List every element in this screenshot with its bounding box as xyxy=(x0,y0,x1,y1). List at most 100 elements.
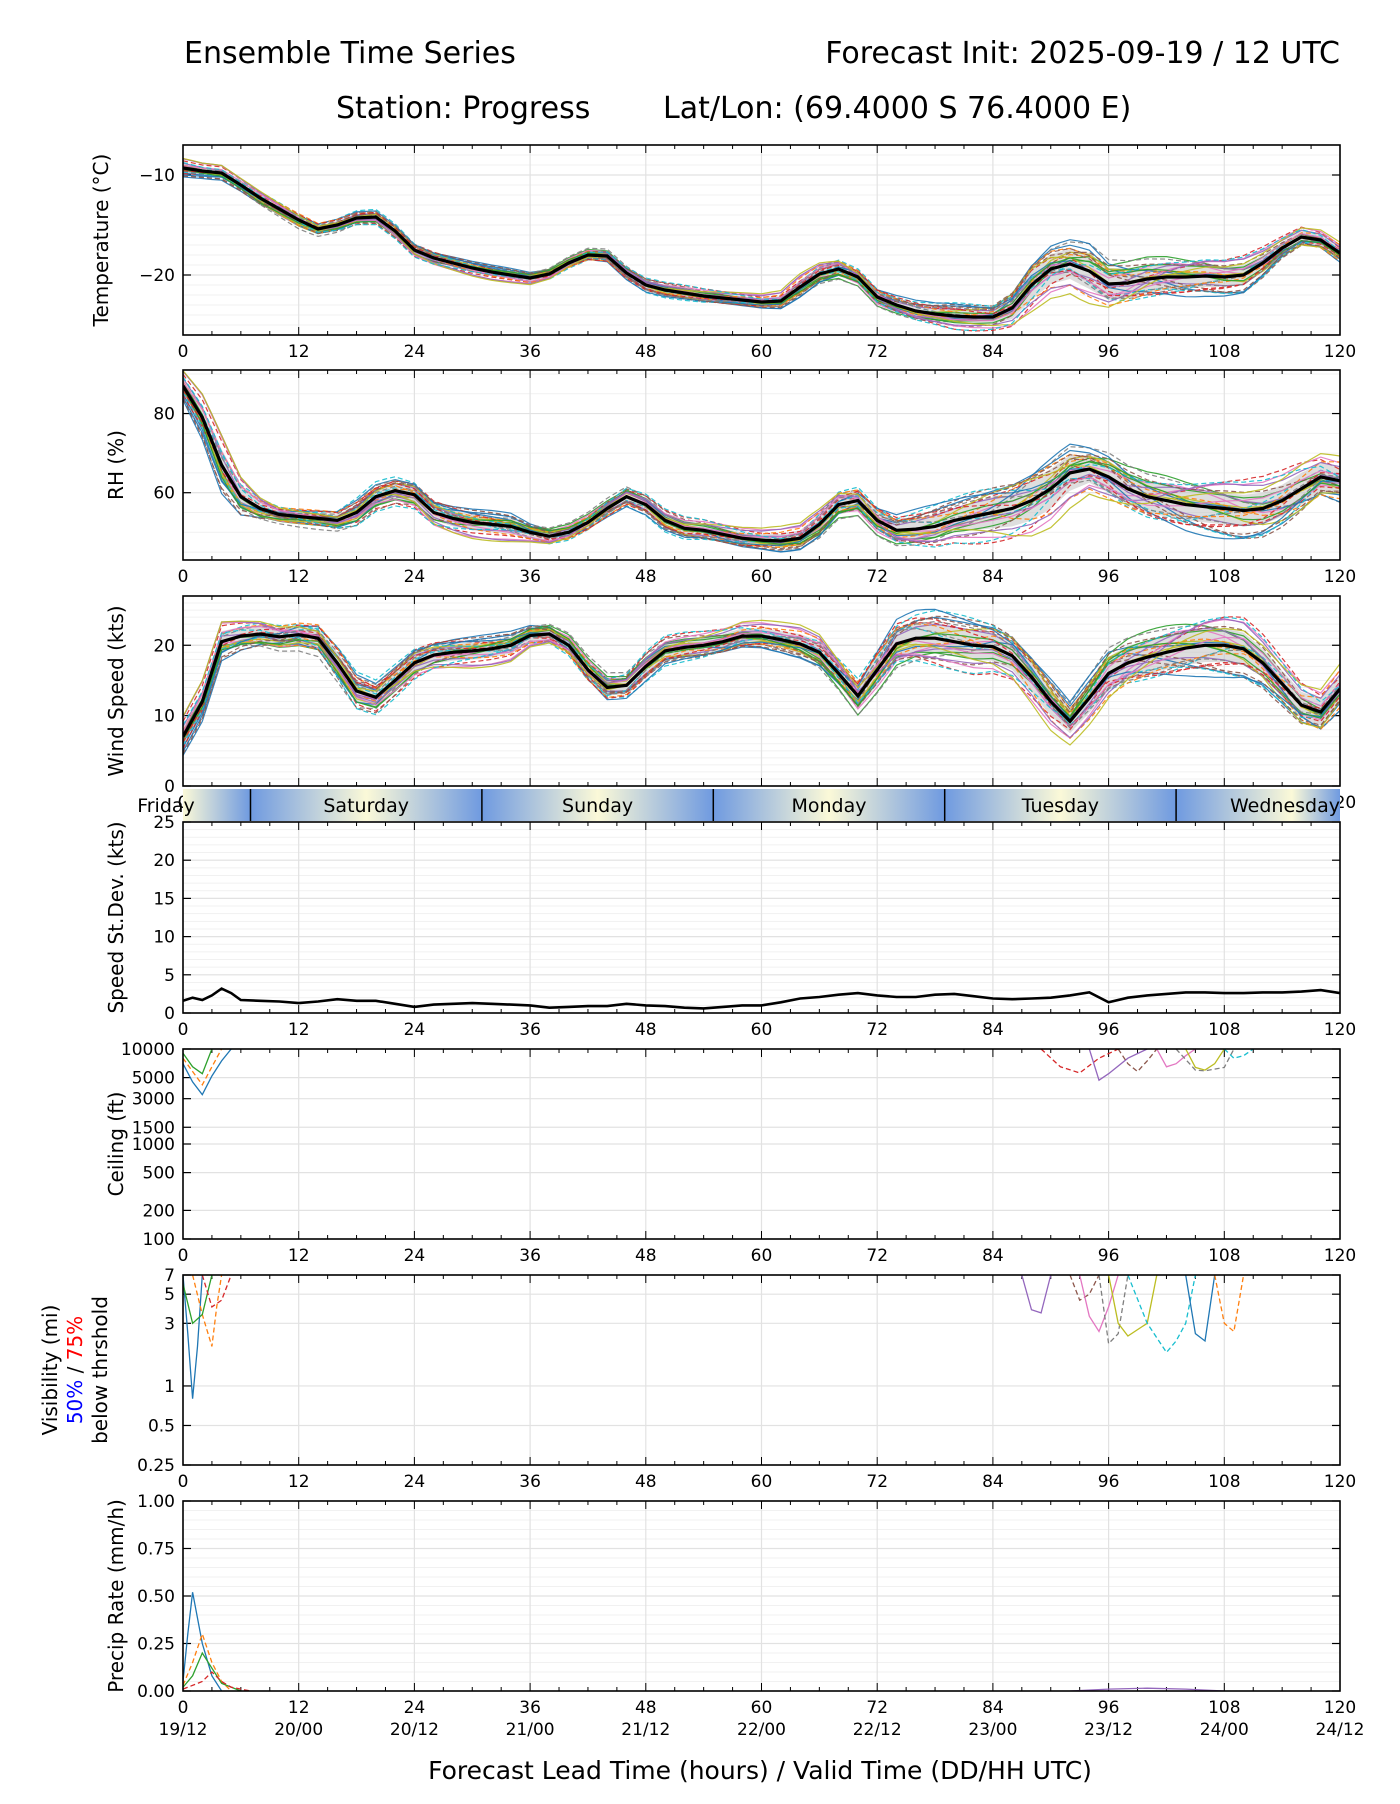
ceiling-y-tick-label: 3000 xyxy=(132,1090,175,1110)
speed_stdev-x-tick-label: 0 xyxy=(178,1020,189,1040)
visibility-panel: 75 3 1 0.5 0.250 12 24 36 48 60 72 84 96 108 120 Visibi… xyxy=(38,1266,1356,1492)
visibility-x-tick-label: 96 xyxy=(1098,1472,1120,1492)
ceiling-plot-area xyxy=(183,1049,1254,1096)
p75-legend: 75% xyxy=(63,1316,87,1360)
temperature-frame xyxy=(182,144,1341,336)
rh-member-line xyxy=(183,371,1340,544)
temperature-x-tick-label: 72 xyxy=(866,342,888,362)
ceiling-y-tick-label: 5000 xyxy=(132,1069,175,1089)
precip-x-tick-label: 48 xyxy=(635,1698,657,1718)
wind-panel: 0102001224364860728496108120Wind Speed (… xyxy=(104,595,1356,813)
ceiling-y-tick-label: 1000 xyxy=(132,1135,175,1155)
temperature-x-tick-label: 0 xyxy=(178,342,189,362)
valid-time-label: 21/12 xyxy=(621,1720,670,1740)
precip-x-tick-label: 60 xyxy=(751,1698,773,1718)
wind-frame xyxy=(182,595,1341,787)
valid-time-label: 23/12 xyxy=(1084,1720,1133,1740)
visibility-y-tick-label: 0.5 xyxy=(148,1416,175,1436)
rh-y-tick-label: 60 xyxy=(153,484,175,504)
rh-x-tick-label: 120 xyxy=(1324,567,1356,587)
precip-x-tick-label: 72 xyxy=(866,1698,888,1718)
temperature-x-tick-label: 24 xyxy=(404,342,426,362)
temperature-mean-line xyxy=(183,166,1340,319)
speed_stdev-x-tick-label: 120 xyxy=(1324,1020,1356,1040)
speed_stdev-x-tick-label: 84 xyxy=(982,1020,1004,1040)
visibility-member-line xyxy=(1185,1275,1216,1343)
visibility-member-line xyxy=(183,1275,213,1325)
ceiling-y-tick-label: 500 xyxy=(143,1164,175,1184)
speed_stdev-ylabel: Speed St.Dev. (kts) xyxy=(104,821,128,1013)
visibility-y-tick-label: 3 xyxy=(164,1314,175,1334)
speed_stdev-x-tick-label: 12 xyxy=(288,1020,310,1040)
ceiling-member-line xyxy=(183,1049,232,1096)
rh-x-tick-label: 96 xyxy=(1098,567,1120,587)
rh-member-line xyxy=(183,376,1340,548)
plot-panels: −10−200 12 24 36 48 60 72 84 96 108 120Temperature… xyxy=(38,144,1365,1740)
temperature-x-tick-label: 12 xyxy=(288,342,310,362)
temperature-x-tick-label: 120 xyxy=(1324,342,1356,362)
visibility-frame xyxy=(182,1274,1341,1466)
ceiling-member-line xyxy=(1175,1049,1235,1072)
ceiling-x-tick-label: 120 xyxy=(1324,1246,1356,1266)
day-label-wednesday: Wednesday xyxy=(1230,795,1340,817)
ceiling-y-tick-label: 100 xyxy=(143,1230,175,1250)
visibility-member-line xyxy=(1214,1275,1245,1333)
visibility-member-line xyxy=(1107,1275,1158,1337)
rh-mean-line xyxy=(183,384,1340,543)
wind-member-line xyxy=(183,616,1340,726)
precip-x-tick-label: 12 xyxy=(288,1698,310,1718)
legend-slash: / xyxy=(63,1360,87,1379)
precip-x-tick-label: 120 xyxy=(1324,1698,1356,1718)
precip-x-tick-label: 0 xyxy=(178,1698,189,1718)
speed_stdev-x-tick-label: 72 xyxy=(866,1020,888,1040)
precip-frame xyxy=(182,1500,1341,1692)
wind-y-tick-label: 10 xyxy=(153,707,175,727)
visibility-x-tick-label: 120 xyxy=(1324,1472,1356,1492)
ceiling-member-line xyxy=(183,1049,223,1087)
ceiling-x-tick-label: 0 xyxy=(178,1246,189,1266)
wind-member-line xyxy=(183,622,1340,739)
wind-y-tick-label: 20 xyxy=(153,636,175,656)
visibility-y-tick-label: 1 xyxy=(164,1377,175,1397)
visibility-y-tick-label: 5 xyxy=(164,1285,175,1305)
temperature-x-tick-label: 84 xyxy=(982,342,1004,362)
ceiling-x-tick-label: 60 xyxy=(751,1246,773,1266)
visibility-y-tick-label: 7 xyxy=(164,1266,175,1286)
visibility-y-tick-label: 0.25 xyxy=(137,1456,175,1476)
rh-frame xyxy=(182,369,1341,561)
rh-member-line xyxy=(183,389,1340,549)
valid-time-label: 22/12 xyxy=(853,1720,902,1740)
rh-x-tick-label: 0 xyxy=(178,567,189,587)
precip-ylabel: Precip Rate (mm/h) xyxy=(104,1499,128,1693)
visibility-member-line xyxy=(201,1275,232,1308)
precip-x-tick-label: 84 xyxy=(982,1698,1004,1718)
valid-time-label: 22/00 xyxy=(737,1720,786,1740)
precip-y-tick-label: 0.75 xyxy=(137,1540,175,1560)
precip-y-tick-label: 1.00 xyxy=(137,1492,175,1512)
ceiling-ylabel: Ceiling (ft) xyxy=(104,1092,128,1197)
precip-member-line xyxy=(1069,1687,1225,1691)
temperature-x-tick-label: 108 xyxy=(1208,342,1240,362)
speed_stdev-y-tick-label: 20 xyxy=(153,851,175,871)
speed_stdev-frame xyxy=(182,821,1341,1014)
station-label: Station: Progress xyxy=(336,91,590,126)
valid-time-label: 24/00 xyxy=(1200,1720,1249,1740)
day-label-friday: Friday xyxy=(137,795,195,817)
visibility-member-line xyxy=(1021,1275,1052,1314)
speed_stdev-x-tick-label: 96 xyxy=(1098,1020,1120,1040)
temperature-x-tick-label: 60 xyxy=(751,342,773,362)
temperature-y-tick-label: −10 xyxy=(139,166,175,186)
rh-panel: 60 80 0 12 24 36 48 60 72 84 96 108 120 RH (%) xyxy=(104,369,1356,587)
visibility-member-line xyxy=(183,1275,203,1399)
temperature-y-tick-label: −20 xyxy=(139,266,175,286)
precip-y-tick-label: 0.25 xyxy=(137,1635,175,1655)
visibility-x-tick-label: 108 xyxy=(1208,1472,1240,1492)
chart-title-left: Ensemble Time Series xyxy=(184,36,516,71)
speed_stdev-plot-area xyxy=(183,987,1340,1010)
wind-mean-line xyxy=(183,632,1340,738)
visibility-x-tick-label: 0 xyxy=(178,1472,189,1492)
speed_stdev-y-tick-label: 15 xyxy=(153,889,175,909)
ceiling-member-line xyxy=(1185,1049,1225,1071)
